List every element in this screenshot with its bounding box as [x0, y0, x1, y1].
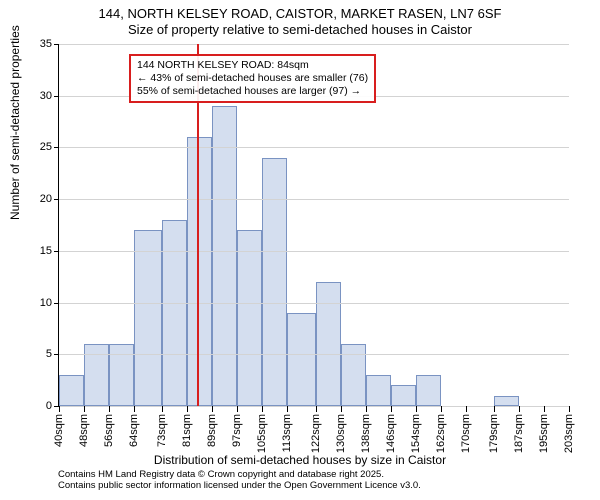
plot-area: 40sqm48sqm56sqm64sqm73sqm81sqm89sqm97sqm… [58, 44, 569, 407]
histogram-bar [134, 230, 162, 406]
histogram-bar [287, 313, 315, 406]
ytick-mark [54, 44, 59, 45]
grid-line [59, 44, 569, 45]
xtick-mark [262, 406, 263, 412]
xtick-mark [212, 406, 213, 412]
annotation-box: 144 NORTH KELSEY ROAD: 84sqm ← 43% of se… [129, 54, 376, 103]
ytick-label: 20 [22, 193, 52, 205]
attribution-line-2: Contains public sector information licen… [58, 481, 421, 492]
grid-line [59, 199, 569, 200]
ytick-label: 35 [22, 38, 52, 50]
grid-line [59, 406, 569, 407]
xtick-mark [519, 406, 520, 412]
xtick-label: 40sqm [53, 414, 65, 447]
grid-line [59, 354, 569, 355]
histogram-bar [416, 375, 441, 406]
xtick-label: 105sqm [256, 414, 268, 453]
xtick-label: 122sqm [310, 414, 322, 453]
histogram-bar [391, 385, 416, 406]
grid-line [59, 303, 569, 304]
title-line-1: 144, NORTH KELSEY ROAD, CAISTOR, MARKET … [0, 6, 600, 22]
xtick-label: 154sqm [410, 414, 422, 453]
xtick-mark [109, 406, 110, 412]
xtick-mark [162, 406, 163, 412]
y-axis-label: Number of semi-detached properties [8, 25, 22, 220]
histogram-bar [341, 344, 366, 406]
xtick-mark [494, 406, 495, 412]
ytick-mark [54, 96, 59, 97]
xtick-mark [391, 406, 392, 412]
histogram-bar [366, 375, 391, 406]
xtick-label: 170sqm [460, 414, 472, 453]
xtick-label: 138sqm [360, 414, 372, 453]
xtick-mark [237, 406, 238, 412]
histogram-bar [162, 220, 187, 406]
histogram-bar [212, 106, 237, 406]
histogram-bar [262, 158, 287, 406]
xtick-label: 146sqm [385, 414, 397, 453]
xtick-label: 64sqm [128, 414, 140, 447]
xtick-mark [441, 406, 442, 412]
xtick-label: 48sqm [78, 414, 90, 447]
xtick-label: 89sqm [206, 414, 218, 447]
title-line-2: Size of property relative to semi-detach… [0, 22, 600, 38]
xtick-mark [341, 406, 342, 412]
xtick-label: 203sqm [563, 414, 575, 453]
xtick-label: 56sqm [103, 414, 115, 447]
ytick-label: 0 [22, 400, 52, 412]
xtick-label: 179sqm [488, 414, 500, 453]
grid-line [59, 147, 569, 148]
annotation-line-3: 55% of semi-detached houses are larger (… [137, 85, 368, 98]
ytick-label: 5 [22, 348, 52, 360]
xtick-label: 81sqm [181, 414, 193, 447]
ytick-mark [54, 147, 59, 148]
xtick-mark [569, 406, 570, 412]
histogram-bar [84, 344, 109, 406]
xtick-label: 97sqm [231, 414, 243, 447]
xtick-mark [544, 406, 545, 412]
xtick-label: 73sqm [156, 414, 168, 447]
xtick-mark [466, 406, 467, 412]
annotation-line-2: ← 43% of semi-detached houses are smalle… [137, 72, 368, 85]
histogram-bar [109, 344, 134, 406]
xtick-label: 130sqm [335, 414, 347, 453]
grid-line [59, 251, 569, 252]
xtick-mark [59, 406, 60, 412]
xtick-mark [316, 406, 317, 412]
histogram-bar [59, 375, 84, 406]
xtick-mark [134, 406, 135, 412]
attribution-text: Contains HM Land Registry data © Crown c… [58, 470, 421, 492]
ytick-mark [54, 303, 59, 304]
xtick-label: 195sqm [538, 414, 550, 453]
xtick-mark [187, 406, 188, 412]
ytick-label: 15 [22, 245, 52, 257]
xtick-mark [366, 406, 367, 412]
ytick-label: 25 [22, 141, 52, 153]
xtick-label: 162sqm [435, 414, 447, 453]
histogram-bar [494, 396, 519, 406]
annotation-line-1: 144 NORTH KELSEY ROAD: 84sqm [137, 59, 368, 72]
ytick-label: 30 [22, 90, 52, 102]
histogram-bar [187, 137, 212, 406]
xtick-mark [416, 406, 417, 412]
histogram-bar [316, 282, 341, 406]
ytick-label: 10 [22, 297, 52, 309]
ytick-mark [54, 251, 59, 252]
ytick-mark [54, 199, 59, 200]
ytick-mark [54, 354, 59, 355]
histogram-bar [237, 230, 262, 406]
xtick-mark [84, 406, 85, 412]
xtick-label: 113sqm [281, 414, 293, 452]
xtick-mark [287, 406, 288, 412]
x-axis-label: Distribution of semi-detached houses by … [0, 453, 600, 467]
xtick-label: 187sqm [513, 414, 525, 453]
chart-title: 144, NORTH KELSEY ROAD, CAISTOR, MARKET … [0, 0, 600, 37]
